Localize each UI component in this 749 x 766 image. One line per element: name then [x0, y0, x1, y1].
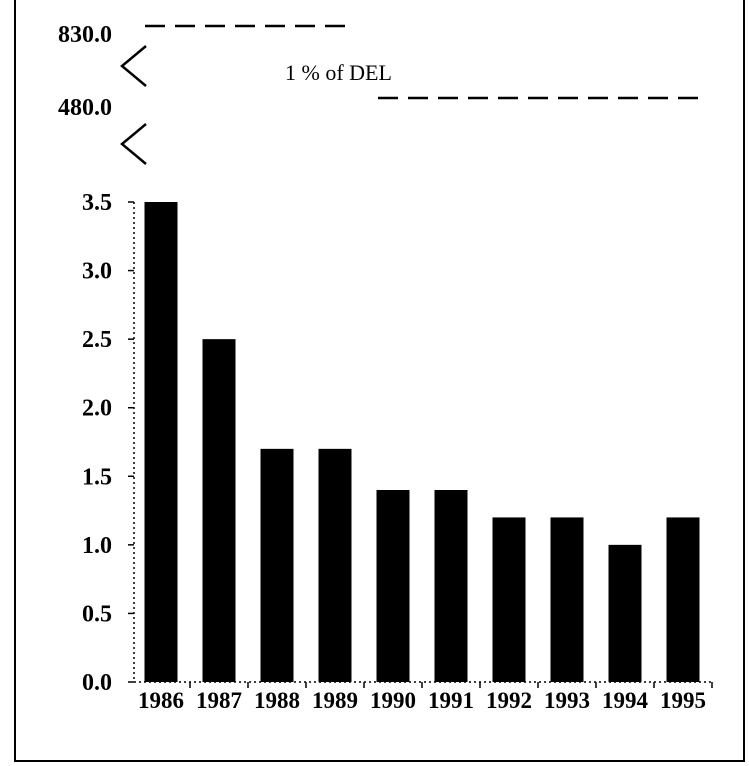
axis-break-tick-lower: 480.0 — [58, 95, 112, 121]
x-tick-label: 1991 — [428, 688, 474, 713]
axis-break-mark-upper — [120, 45, 147, 87]
bar-1986 — [144, 202, 178, 682]
bar-1987 — [202, 339, 236, 682]
y-tick-label: 1.0 — [82, 533, 112, 559]
y-tick-label: 3.5 — [82, 190, 112, 216]
x-tick-label: 1990 — [370, 688, 416, 713]
y-tick-label: 3.0 — [82, 259, 112, 285]
x-tick-label: 1986 — [138, 688, 184, 713]
bar-1991 — [434, 490, 468, 682]
bar-1995 — [666, 517, 700, 682]
y-tick-label: 2.0 — [82, 396, 112, 422]
bar-1990 — [376, 490, 410, 682]
chart-frame — [14, 0, 745, 762]
reference-label: 1 % of DEL — [285, 60, 392, 85]
x-tick-label: 1995 — [660, 688, 706, 713]
axis-break-mark-lower — [120, 123, 147, 165]
x-tick-label: 1992 — [486, 688, 532, 713]
bar-1994 — [608, 544, 642, 682]
x-tick-label: 1993 — [544, 688, 590, 713]
y-tick-label: 0.0 — [82, 670, 112, 696]
bar-1993 — [550, 517, 584, 682]
bar-1988 — [260, 448, 294, 682]
y-tick-label: 1.5 — [82, 464, 112, 490]
y-tick-label: 2.5 — [82, 327, 112, 353]
y-tick-label: 0.5 — [82, 601, 112, 627]
bar-1989 — [318, 448, 352, 682]
axis-break-tick-upper: 830.0 — [58, 22, 112, 48]
x-tick-label: 1989 — [312, 688, 358, 713]
x-tick-label: 1994 — [602, 688, 649, 713]
x-tick-label: 1987 — [196, 688, 242, 713]
bar-1992 — [492, 517, 526, 682]
x-tick-label: 1988 — [254, 688, 300, 713]
